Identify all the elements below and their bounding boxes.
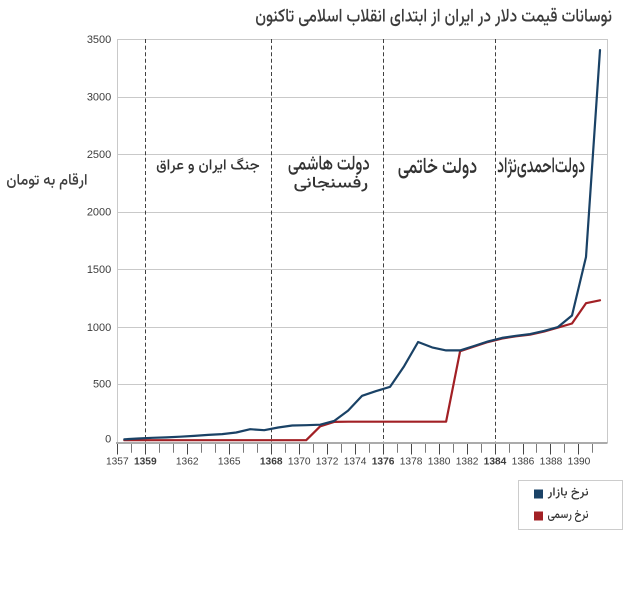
svg-text:1386: 1386	[512, 457, 535, 468]
svg-text:1370: 1370	[288, 457, 311, 468]
svg-text:500: 500	[93, 378, 111, 390]
svg-text:1359: 1359	[134, 457, 157, 468]
svg-text:1388: 1388	[540, 457, 563, 468]
svg-text:1000: 1000	[87, 322, 111, 334]
svg-text:0: 0	[105, 434, 111, 446]
svg-text:1376: 1376	[372, 457, 395, 468]
svg-text:2500: 2500	[87, 149, 111, 161]
svg-text:1382: 1382	[456, 457, 479, 468]
svg-text:1380: 1380	[428, 457, 451, 468]
svg-text:2000: 2000	[87, 207, 111, 219]
svg-text:1365: 1365	[218, 457, 241, 468]
svg-text:1362: 1362	[176, 457, 199, 468]
svg-text:1368: 1368	[260, 457, 283, 468]
svg-text:1372: 1372	[316, 457, 339, 468]
svg-text:3000: 3000	[87, 91, 111, 103]
svg-text:1357: 1357	[106, 457, 129, 468]
svg-text:1378: 1378	[400, 457, 423, 468]
svg-text:1384: 1384	[484, 457, 507, 468]
svg-text:1500: 1500	[87, 264, 111, 276]
svg-text:1390: 1390	[568, 457, 591, 468]
svg-text:1374: 1374	[344, 457, 367, 468]
svg-text:3500: 3500	[87, 34, 111, 46]
